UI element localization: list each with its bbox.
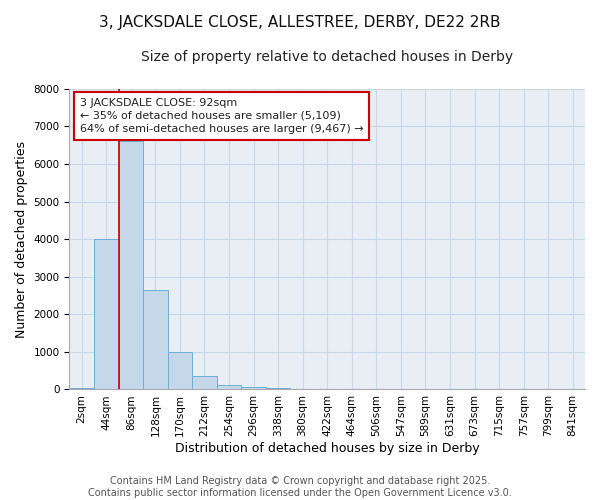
Bar: [266, 388, 290, 390]
Bar: [192, 376, 217, 390]
Bar: [217, 384, 241, 390]
Y-axis label: Number of detached properties: Number of detached properties: [15, 140, 28, 338]
Text: Contains HM Land Registry data © Crown copyright and database right 2025.
Contai: Contains HM Land Registry data © Crown c…: [88, 476, 512, 498]
Bar: [241, 387, 266, 390]
Bar: [143, 290, 167, 390]
X-axis label: Distribution of detached houses by size in Derby: Distribution of detached houses by size …: [175, 442, 479, 455]
Text: 3 JACKSDALE CLOSE: 92sqm
← 35% of detached houses are smaller (5,109)
64% of sem: 3 JACKSDALE CLOSE: 92sqm ← 35% of detach…: [80, 98, 364, 134]
Text: 3, JACKSDALE CLOSE, ALLESTREE, DERBY, DE22 2RB: 3, JACKSDALE CLOSE, ALLESTREE, DERBY, DE…: [99, 15, 501, 30]
Bar: [167, 352, 192, 390]
Title: Size of property relative to detached houses in Derby: Size of property relative to detached ho…: [141, 50, 513, 64]
Bar: [70, 388, 94, 390]
Bar: [94, 239, 119, 390]
Bar: [119, 142, 143, 390]
